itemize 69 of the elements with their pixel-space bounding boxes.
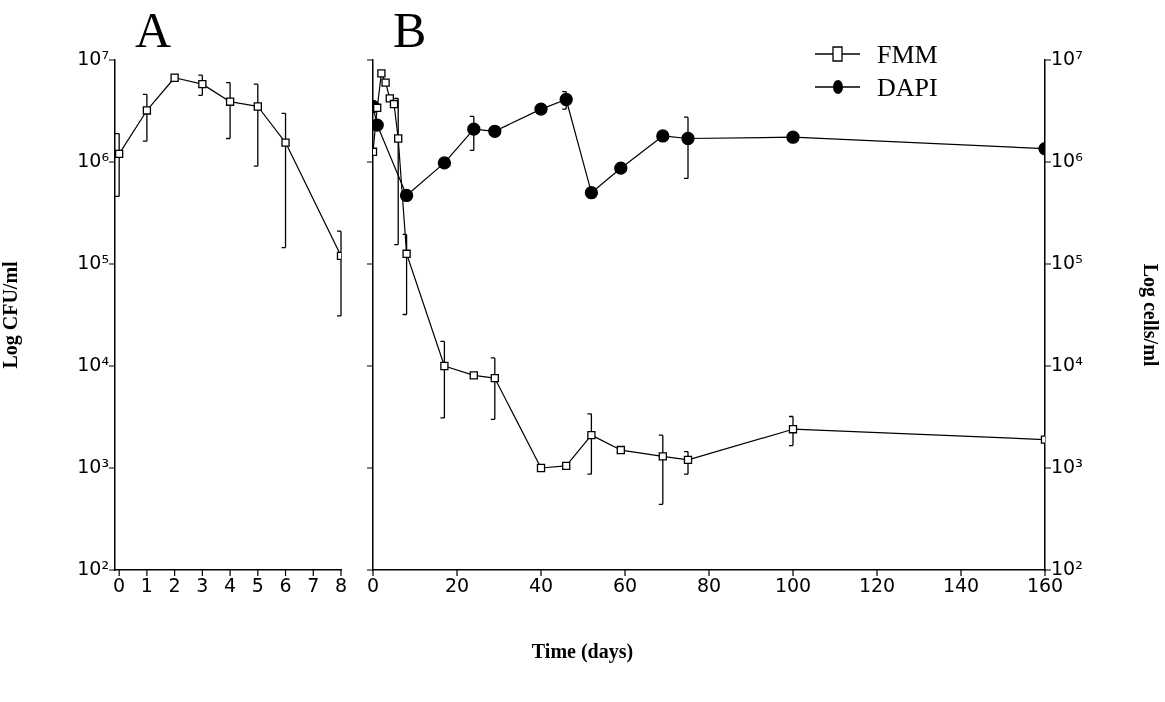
x-tick-label: 0	[366, 574, 380, 597]
y-tick-label: 10²	[77, 556, 109, 579]
point	[559, 92, 573, 107]
x-tick-label: 7	[307, 574, 320, 597]
point	[394, 134, 403, 143]
point	[534, 102, 548, 116]
y-tick-label: 10⁷	[77, 46, 109, 69]
point	[683, 455, 693, 465]
x-tick-label: 0	[113, 574, 126, 597]
y-axis-title: Log cells/ml	[1138, 263, 1162, 367]
point	[562, 461, 571, 471]
y-axis-title: Log CFU/ml	[0, 260, 23, 369]
point	[373, 103, 382, 112]
x-tick-label: 60	[612, 574, 638, 597]
point	[788, 425, 798, 434]
point	[225, 97, 235, 106]
y-tick-label: 10⁷	[1051, 46, 1083, 69]
x-tick-label: 140	[942, 574, 980, 597]
point	[490, 373, 499, 383]
point	[536, 463, 546, 473]
y-tick-label: 10⁵	[1051, 250, 1083, 273]
x-tick-label: 40	[528, 574, 554, 597]
point	[402, 249, 411, 258]
point	[587, 430, 596, 440]
point	[389, 99, 399, 109]
point	[281, 138, 290, 147]
point	[198, 79, 207, 89]
y-tick-label: 10⁴	[1051, 352, 1084, 375]
point	[399, 188, 414, 203]
y-tick-label: 10⁴	[77, 352, 110, 375]
point	[658, 452, 667, 461]
x-tick-label: 80	[696, 574, 722, 597]
x-tick-label: 4	[224, 574, 237, 597]
x-tick-label: 100	[774, 574, 812, 597]
point	[786, 130, 800, 144]
x-tick-label: 8	[334, 574, 348, 597]
x-tick-label: 6	[279, 574, 292, 597]
point	[437, 156, 452, 170]
point	[681, 131, 695, 146]
point	[616, 445, 625, 455]
point	[467, 122, 481, 136]
point	[377, 69, 386, 78]
y-tick-label: 10³	[77, 454, 109, 477]
x-axis-title: Time (days)	[530, 640, 635, 663]
chart-title: A	[135, 2, 172, 58]
point	[488, 124, 502, 138]
point	[253, 102, 262, 111]
x-tick-label: 120	[858, 574, 896, 597]
point	[656, 129, 670, 143]
x-tick-label: 20	[444, 574, 470, 597]
point	[440, 361, 449, 371]
legend-label: DAPI	[877, 72, 938, 102]
y-tick-label: 10⁶	[77, 148, 109, 171]
point	[170, 73, 179, 82]
x-tick-label: 3	[196, 574, 209, 597]
x-tick-label: 5	[251, 574, 264, 597]
point	[469, 371, 478, 380]
point	[115, 149, 124, 159]
point	[142, 106, 152, 115]
chart-title: B	[393, 2, 427, 58]
point	[614, 161, 628, 175]
legend-label: FMM	[877, 39, 938, 69]
point	[584, 186, 599, 200]
x-tick-label: 2	[168, 574, 181, 597]
y-tick-label: 10⁶	[1051, 148, 1083, 171]
y-tick-label: 10⁵	[77, 250, 109, 273]
point	[381, 78, 390, 87]
x-tick-label: 1	[140, 574, 153, 597]
y-tick-label: 10³	[1051, 454, 1083, 477]
